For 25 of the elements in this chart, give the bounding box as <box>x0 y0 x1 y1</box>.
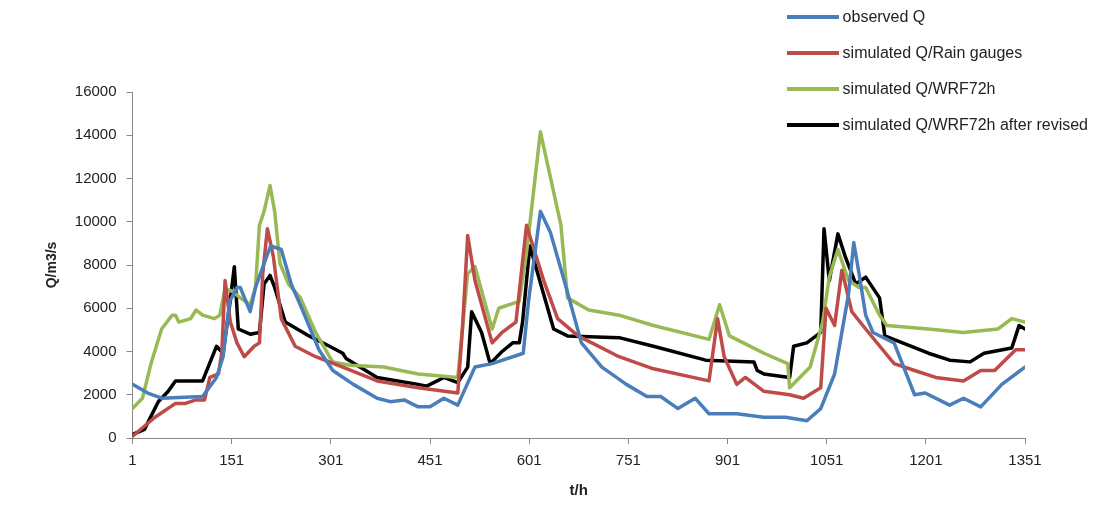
x-tick-label: 1351 <box>1008 451 1042 469</box>
x-tick-label: 1 <box>128 451 137 469</box>
legend-label: simulated Q/WRF72h <box>842 80 996 98</box>
x-tick-label: 151 <box>219 451 245 469</box>
x-tick-label: 451 <box>417 451 443 469</box>
y-tick-label: 0 <box>108 428 117 446</box>
x-tick-label: 1201 <box>909 451 943 469</box>
x-tick-label: 601 <box>516 451 542 469</box>
y-tick-label: 12000 <box>74 168 117 186</box>
y-tick-label: 6000 <box>83 298 117 316</box>
x-tick-label: 301 <box>318 451 344 469</box>
y-tick-label: 16000 <box>74 82 117 100</box>
y-tick-label: 4000 <box>83 341 117 359</box>
y-tick-label: 10000 <box>74 211 117 229</box>
x-tick-label: 751 <box>615 451 641 469</box>
y-tick-label: 2000 <box>83 384 117 402</box>
x-tick-label: 1051 <box>809 451 844 469</box>
legend-label: simulated Q/Rain gauges <box>842 44 1023 62</box>
y-tick-label: 14000 <box>74 125 117 143</box>
y-tick-label: 8000 <box>83 255 117 273</box>
x-tick-label: 901 <box>714 451 741 469</box>
x-axis-title: t/h <box>569 481 588 499</box>
y-axis-title: Q/m3/s <box>43 241 60 289</box>
legend-label: simulated Q/WRF72h after revised <box>842 116 1088 134</box>
legend-label: observed Q <box>842 8 926 26</box>
